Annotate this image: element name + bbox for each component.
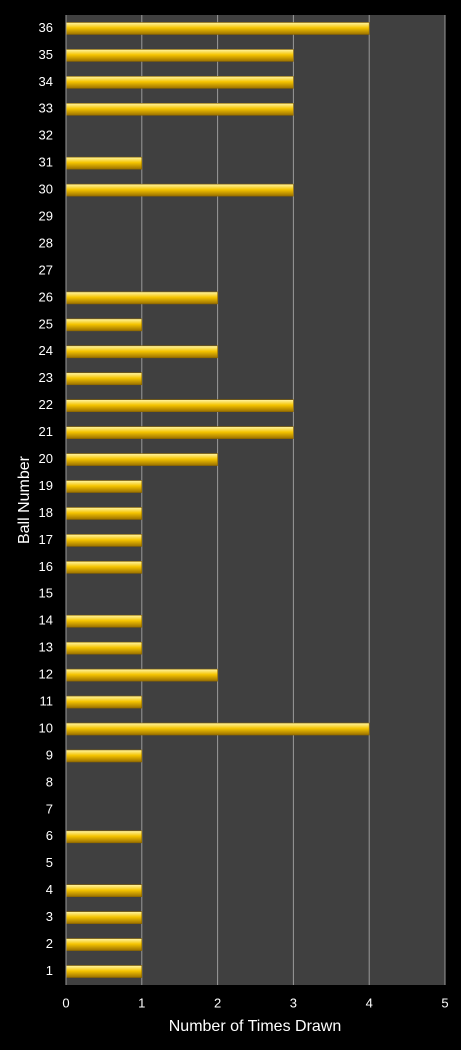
x-tick-label: 4 [366, 995, 373, 1010]
bar [65, 345, 218, 359]
y-tick-label: 5 [46, 855, 53, 870]
bar [65, 49, 294, 62]
y-tick-label: 33 [39, 101, 53, 116]
y-tick-label: 16 [39, 559, 53, 574]
bar [65, 911, 143, 924]
x-tick-label: 2 [214, 995, 221, 1010]
y-tick-label: 7 [46, 801, 53, 816]
x-tick-label: 5 [441, 995, 448, 1010]
y-tick-label: 35 [39, 47, 53, 62]
y-tick-label: 6 [46, 828, 53, 843]
bar [65, 22, 370, 35]
bar [65, 668, 218, 682]
bar [65, 480, 143, 493]
y-tick-label: 24 [39, 343, 53, 358]
bar [65, 722, 370, 736]
y-tick-label: 8 [46, 774, 53, 789]
bar [65, 76, 294, 89]
y-tick-label: 19 [39, 478, 53, 493]
bar [65, 291, 218, 305]
y-tick-label: 17 [39, 532, 53, 547]
y-tick-label: 11 [40, 694, 54, 709]
bar [65, 749, 143, 763]
y-tick-label: 22 [39, 397, 53, 412]
y-tick-label: 28 [39, 235, 53, 250]
bar [65, 103, 294, 116]
bar [65, 426, 294, 439]
x-axis-title: Number of Times Drawn [169, 1018, 342, 1035]
y-tick-label: 20 [39, 451, 53, 466]
y-tick-label: 4 [46, 882, 53, 897]
bar [65, 183, 294, 197]
y-tick-label: 29 [39, 209, 53, 224]
bar [65, 372, 143, 386]
bar [65, 695, 143, 709]
y-tick-label: 10 [39, 720, 53, 735]
y-tick-label: 31 [39, 155, 53, 170]
x-tick-label: 0 [62, 995, 69, 1010]
y-tick-label: 15 [39, 586, 53, 601]
y-tick-label: 3 [46, 909, 53, 924]
bar [65, 938, 143, 951]
y-tick-label: 13 [39, 640, 53, 655]
y-tick-label: 34 [39, 74, 53, 89]
bar [65, 561, 143, 574]
bar [65, 318, 143, 332]
bar [65, 641, 143, 655]
y-tick-label: 1 [46, 963, 53, 978]
x-tick-label: 3 [290, 995, 297, 1010]
y-tick-label: 26 [39, 289, 53, 304]
plot-area [66, 15, 445, 985]
y-tick-label: 18 [39, 505, 53, 520]
x-tick-label: 1 [138, 995, 145, 1010]
y-tick-label: 25 [39, 316, 53, 331]
y-axis-title: Ball Number [16, 455, 33, 544]
y-tick-label: 30 [39, 182, 53, 197]
y-tick-label: 14 [39, 613, 53, 628]
bar [65, 156, 143, 170]
bar [65, 507, 143, 520]
bar [65, 614, 143, 628]
y-tick-label: 2 [46, 936, 53, 951]
y-tick-label: 36 [39, 20, 53, 35]
y-tick-label: 27 [39, 262, 53, 277]
bar [65, 830, 143, 844]
y-tick-label: 32 [39, 128, 53, 143]
bar [65, 884, 143, 897]
y-tick-label: 9 [46, 747, 53, 762]
y-tick-label: 12 [39, 667, 53, 682]
y-tick-label: 23 [39, 370, 53, 385]
bar [65, 453, 218, 466]
bar [65, 399, 294, 412]
bar [65, 534, 143, 547]
y-tick-label: 21 [39, 424, 53, 439]
bar [65, 965, 143, 978]
